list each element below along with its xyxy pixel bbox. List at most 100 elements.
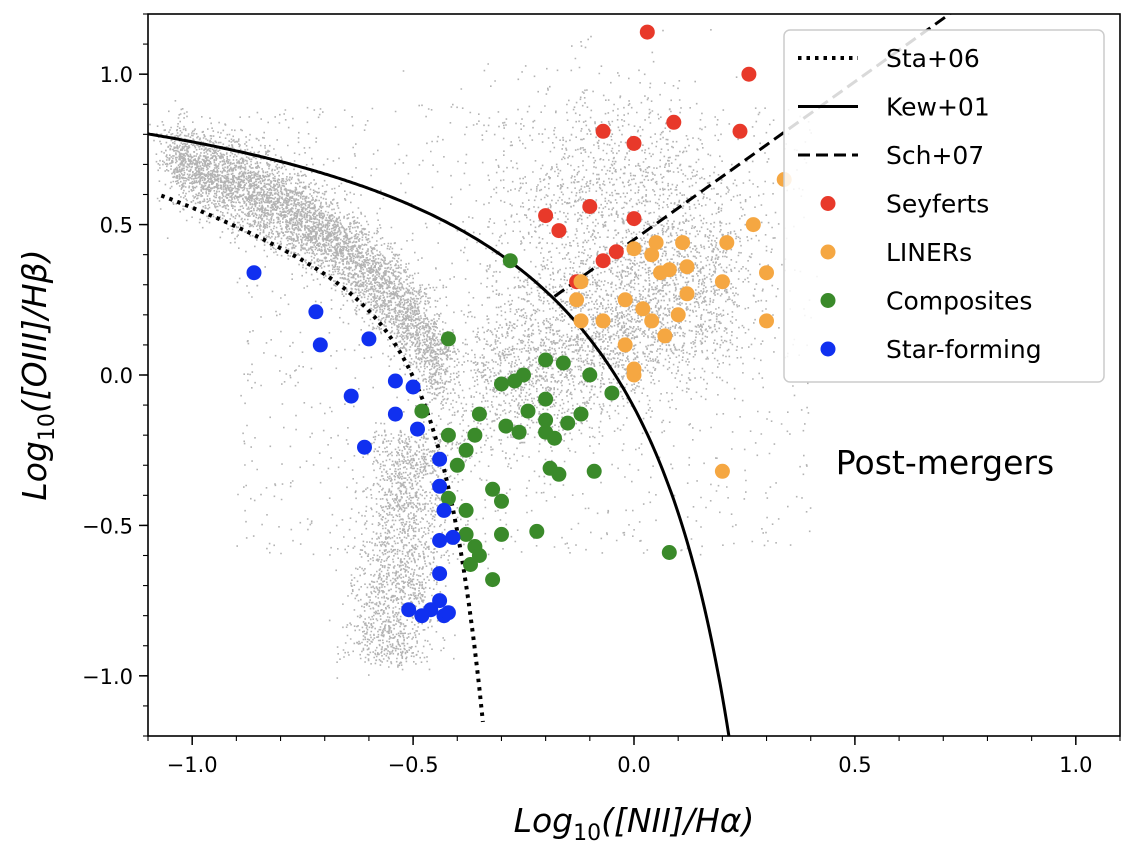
- data-point: [670, 307, 686, 323]
- data-point: [449, 457, 465, 473]
- kewley01-line: [148, 132, 731, 736]
- data-point: [494, 493, 509, 509]
- background-galaxy-cloud: [149, 29, 818, 679]
- data-point: [626, 241, 642, 257]
- legend-item-kew-01: Kew+01: [798, 93, 990, 122]
- data-point: [432, 478, 448, 494]
- data-point: [595, 313, 611, 329]
- data-point: [538, 412, 554, 428]
- data-point: [494, 526, 509, 542]
- data-point: [582, 199, 598, 214]
- data-point: [569, 292, 585, 308]
- data-point: [387, 406, 403, 422]
- data-point: [617, 292, 633, 308]
- x-tick-label: 0.5: [838, 753, 871, 777]
- legend-label: Sch+07: [886, 141, 984, 170]
- data-point: [555, 355, 571, 371]
- y-tick-label: −1.0: [82, 665, 133, 689]
- data-point: [675, 235, 691, 251]
- y-tick-label: −0.5: [82, 514, 133, 538]
- data-point: [458, 502, 474, 518]
- legend-label: Seyferts: [886, 190, 989, 219]
- data-point: [635, 301, 651, 317]
- data-point: [648, 235, 664, 251]
- data-point: [551, 223, 567, 239]
- data-point: [538, 208, 554, 224]
- legend-box: [783, 29, 1105, 383]
- data-point: [520, 403, 536, 419]
- data-point: [732, 123, 748, 139]
- data-point: [679, 259, 695, 275]
- x-tick-label: −1.0: [167, 753, 218, 777]
- data-point: [595, 123, 611, 139]
- data-point: [639, 24, 655, 40]
- x-tick-label: 1.0: [1059, 753, 1092, 777]
- post-mergers-annotation: Post-mergers: [836, 443, 1054, 482]
- data-point: [414, 403, 430, 419]
- legend-marker: [820, 341, 836, 357]
- data-point: [759, 265, 774, 281]
- data-point: [401, 602, 417, 618]
- data-point: [361, 331, 377, 347]
- data-point: [586, 463, 602, 479]
- data-point: [529, 523, 545, 539]
- axis-ticks: [139, 13, 1121, 745]
- data-point: [626, 135, 642, 151]
- data-point: [714, 463, 730, 479]
- data-point: [502, 253, 518, 269]
- data-point: [626, 211, 642, 227]
- data-point: [582, 367, 598, 383]
- data-point: [538, 391, 554, 407]
- legend-item-seyferts: Seyferts: [820, 190, 989, 219]
- legend-item-liners: LINERs: [820, 238, 972, 267]
- data-point: [445, 529, 461, 545]
- data-point: [507, 373, 523, 389]
- legend-marker: [820, 196, 836, 211]
- series-star-forming: [246, 265, 461, 624]
- y-tick-label: 0.5: [100, 214, 133, 238]
- x-tick-label: −0.5: [388, 753, 439, 777]
- data-point: [745, 217, 761, 233]
- x-tick-label: 0.0: [617, 753, 650, 777]
- data-point: [485, 572, 501, 588]
- data-point: [440, 427, 456, 443]
- legend-marker: [820, 293, 836, 308]
- legend-label: Composites: [886, 287, 1032, 316]
- data-point: [343, 388, 359, 404]
- data-point: [759, 313, 774, 329]
- data-point: [405, 379, 421, 395]
- data-point: [573, 274, 589, 290]
- stasinska06-line: [160, 193, 485, 723]
- data-point: [626, 361, 642, 377]
- data-point: [547, 430, 562, 446]
- data-point: [471, 406, 487, 422]
- data-point: [653, 265, 668, 281]
- data-point: [308, 304, 324, 320]
- data-point: [560, 415, 576, 431]
- data-point: [719, 235, 735, 251]
- data-point: [467, 427, 483, 443]
- series-liners: [569, 172, 792, 479]
- data-point: [458, 442, 474, 458]
- data-point: [436, 502, 452, 518]
- data-point: [357, 439, 372, 455]
- data-point: [542, 460, 558, 476]
- data-point: [414, 608, 430, 624]
- data-point: [458, 526, 474, 542]
- y-tick-label: 0.0: [100, 364, 133, 388]
- data-point: [617, 337, 633, 353]
- data-point: [498, 418, 514, 434]
- legend: Sta+06 Kew+01 Sch+07 Seyferts LINERs Composit…: [783, 29, 1105, 383]
- data-point: [714, 274, 730, 290]
- data-point: [410, 421, 425, 437]
- legend-label: Star-forming: [886, 335, 1042, 364]
- data-point: [511, 424, 527, 440]
- data-point: [608, 244, 624, 260]
- data-point: [666, 114, 682, 130]
- legend-label: Sta+06: [886, 44, 980, 73]
- data-point: [440, 605, 456, 621]
- legend-label: LINERs: [886, 238, 972, 267]
- data-point: [604, 385, 620, 401]
- data-point: [657, 328, 673, 344]
